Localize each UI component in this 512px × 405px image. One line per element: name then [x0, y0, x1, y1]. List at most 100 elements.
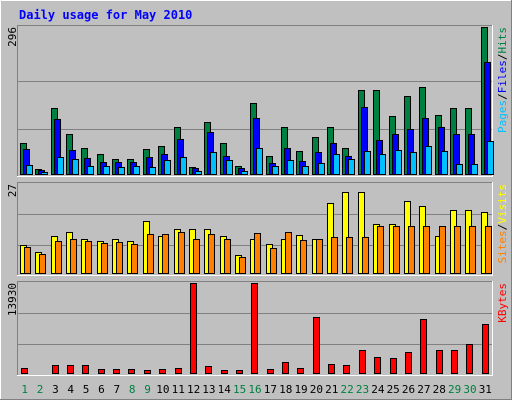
- bar-sites-day-23: [362, 237, 369, 274]
- x-tick-label-day-9: 9: [144, 383, 151, 396]
- x-tick-label-day-15: 15: [233, 383, 246, 396]
- x-tick-label-day-31: 31: [479, 383, 492, 396]
- bar-sites-day-8: [131, 244, 138, 274]
- x-tick-label-day-4: 4: [67, 383, 74, 396]
- bar-kbytes-day-28: [436, 350, 443, 374]
- bar-sites-day-2: [39, 254, 46, 274]
- x-tick-label-day-24: 24: [371, 383, 385, 396]
- bar-sites-day-3: [55, 241, 62, 274]
- bar-kbytes-day-16: [251, 283, 258, 374]
- x-tick-label-day-25: 25: [387, 383, 400, 396]
- x-tick-label-day-22: 22: [341, 383, 354, 396]
- x-tick-label-day-5: 5: [83, 383, 90, 396]
- legend-entry: /: [496, 54, 509, 61]
- bar-pages-day-14: [226, 160, 233, 175]
- bar-kbytes-day-21: [328, 364, 335, 374]
- bar-pages-day-22: [348, 159, 355, 175]
- bar-kbytes-day-7: [113, 369, 120, 374]
- bar-kbytes-day-24: [374, 357, 381, 374]
- bar-kbytes-day-5: [82, 365, 89, 374]
- bar-pages-day-7: [118, 167, 125, 175]
- bar-kbytes-day-18: [282, 362, 289, 374]
- bar-kbytes-day-10: [159, 369, 166, 374]
- bar-sites-day-19: [300, 240, 307, 274]
- bar-sites-day-18: [285, 232, 292, 274]
- bar-sites-day-21: [331, 237, 338, 274]
- bar-pages-day-11: [180, 157, 187, 175]
- bar-kbytes-day-4: [67, 365, 74, 374]
- bar-pages-day-3: [57, 157, 64, 175]
- bar-sites-day-17: [270, 248, 277, 274]
- x-tick-label-day-26: 26: [402, 383, 415, 396]
- legend-entry: /: [496, 224, 509, 231]
- x-tick-label-day-10: 10: [156, 383, 169, 396]
- x-tick-label-day-12: 12: [187, 383, 200, 396]
- bar-pages-day-30: [471, 164, 478, 175]
- bar-kbytes-day-27: [420, 319, 427, 374]
- bar-kbytes-day-25: [390, 358, 397, 374]
- bar-pages-day-2: [41, 172, 48, 175]
- bar-sites-day-12: [193, 239, 200, 274]
- bar-pages-day-13: [210, 152, 217, 175]
- legend: Pages/Files/Hits: [496, 27, 509, 133]
- chart-title: Daily usage for May 2010: [19, 8, 192, 22]
- bar-pages-day-29: [456, 164, 463, 175]
- legend-entry: Pages: [496, 100, 509, 133]
- x-axis-day-labels: 1 2 3 4 5 6 7 8 9 10 11 12 13 14 15 16 17 18 19 20 21 22 23 24 2…: [21, 383, 492, 396]
- bar-pages-day-26: [410, 152, 417, 175]
- bars: [20, 27, 494, 175]
- x-tick-label-day-30: 30: [463, 383, 476, 396]
- x-tick-label-day-21: 21: [325, 383, 338, 396]
- bar-sites-day-7: [116, 242, 123, 274]
- bar-pages-day-9: [149, 167, 156, 175]
- bar-pages-day-28: [441, 151, 448, 175]
- bar-sites-day-1: [24, 247, 31, 274]
- bar-kbytes-day-3: [52, 365, 59, 374]
- legend-entry: Files: [496, 60, 509, 93]
- bar-pages-day-10: [164, 160, 171, 175]
- bar-kbytes-day-15: [236, 370, 243, 374]
- legend-entry: Visits: [496, 184, 509, 224]
- x-tick-label-day-6: 6: [98, 383, 105, 396]
- bar-sites-day-29: [454, 226, 461, 274]
- bar-pages-day-31: [487, 141, 494, 175]
- bars: [21, 283, 489, 374]
- y-axis-max-label: 296: [6, 27, 19, 47]
- bar-pages-day-17: [272, 166, 279, 175]
- bar-pages-day-25: [395, 150, 402, 175]
- bar-sites-day-24: [377, 226, 384, 274]
- y-axis-max-label: 27: [6, 184, 19, 197]
- x-tick-label-day-11: 11: [172, 383, 185, 396]
- bar-kbytes-day-9: [144, 370, 151, 374]
- bar-sites-day-14: [224, 239, 231, 274]
- bar-sites-day-9: [147, 234, 154, 274]
- x-tick-label-day-23: 23: [356, 383, 369, 396]
- x-tick-label-day-18: 18: [279, 383, 292, 396]
- bar-pages-day-19: [302, 166, 309, 175]
- bar-sites-day-5: [85, 241, 92, 274]
- bar-pages-day-15: [241, 171, 248, 175]
- x-tick-label-day-13: 13: [202, 383, 215, 396]
- x-tick-label-day-7: 7: [113, 383, 120, 396]
- x-tick-label-day-16: 16: [248, 383, 261, 396]
- bar-sites-day-26: [408, 226, 415, 274]
- panel-visits-sites: 27 Sites/Visits: [6, 182, 509, 276]
- bar-sites-day-30: [469, 226, 476, 274]
- bar-visits-day-23: [358, 192, 365, 274]
- bar-kbytes-day-22: [343, 365, 350, 374]
- legend: KBytes: [496, 283, 509, 323]
- bar-kbytes-day-23: [359, 350, 366, 374]
- x-tick-label-day-28: 28: [433, 383, 446, 396]
- x-tick-label-day-3: 3: [52, 383, 59, 396]
- x-tick-label-day-20: 20: [310, 383, 323, 396]
- bar-pages-day-4: [72, 159, 79, 175]
- bar-kbytes-day-17: [267, 369, 274, 374]
- bar-kbytes-day-8: [128, 369, 135, 374]
- x-tick-label-day-17: 17: [264, 383, 277, 396]
- bar-pages-day-16: [256, 148, 263, 175]
- legend-entry: Sites: [496, 230, 509, 263]
- bar-kbytes-day-13: [205, 366, 212, 374]
- bar-visits-day-22: [342, 192, 349, 274]
- y-axis-max-label: 13930: [6, 283, 19, 316]
